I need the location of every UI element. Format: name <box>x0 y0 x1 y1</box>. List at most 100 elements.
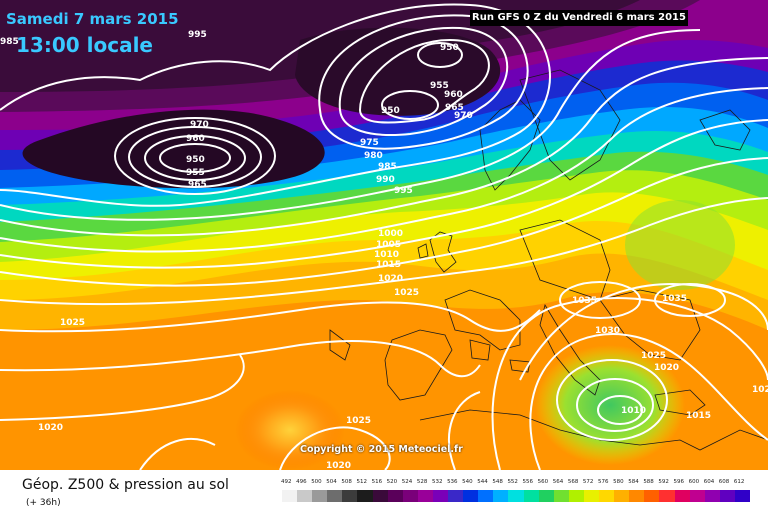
legend-swatch <box>312 490 328 502</box>
legend-label: 520 <box>386 479 398 485</box>
legend-swatch <box>357 490 373 502</box>
isobar-label: 955 <box>186 168 205 178</box>
legend-cell: 500 <box>311 478 328 502</box>
legend-label: 580 <box>613 479 624 485</box>
legend-label: 504 <box>326 479 337 485</box>
legend-label: 516 <box>371 479 383 485</box>
isobar-label: 995 <box>394 186 413 196</box>
forecast-map: 995 985 970 960 950 955 965 950 955 960 … <box>0 0 768 470</box>
isobar-label: 970 <box>190 120 209 130</box>
legend-swatch <box>297 490 313 502</box>
isobar-label: 1035 <box>662 294 687 304</box>
isobar-label: 1025 <box>641 351 666 361</box>
legend-cell: 600 <box>689 478 705 502</box>
legend-swatch <box>523 490 539 502</box>
legend-label: 540 <box>462 479 473 485</box>
legend-cell: 524 <box>401 478 418 502</box>
legend-label: 532 <box>431 479 443 485</box>
legend-label: 548 <box>492 479 503 485</box>
legend-label: 524 <box>401 479 413 485</box>
legend-cell: 584 <box>628 478 645 502</box>
legend-swatch <box>719 490 735 502</box>
legend-cell: 544 <box>477 478 494 502</box>
legend-cell: 608 <box>718 478 735 502</box>
map-canvas: 995 985 970 960 950 955 965 950 955 960 … <box>0 0 768 470</box>
copyright-notice: Copyright © 2015 Meteociel.fr <box>300 444 463 455</box>
legend-swatch <box>583 490 600 502</box>
legend-swatch <box>493 490 509 502</box>
legend-cell: 492 <box>281 478 298 502</box>
coastlines <box>329 69 768 451</box>
legend-swatch <box>327 490 343 502</box>
isobar-label: 1025 <box>346 416 371 426</box>
legend-swatch <box>734 490 750 502</box>
legend-label: 564 <box>552 479 564 485</box>
isobar-label: 1010 <box>374 250 399 260</box>
isobar-label: 960 <box>444 90 463 100</box>
footer-bar: Géop. Z500 & pression au sol (+ 36h) 492… <box>0 470 768 512</box>
isobar-label: 950 <box>186 155 205 165</box>
legend-cell: 536 <box>447 478 464 502</box>
isobar-labels: 995 985 970 960 950 955 965 950 955 960 … <box>0 30 768 470</box>
legend-swatch <box>538 490 554 502</box>
legend-swatch <box>674 490 690 502</box>
legend-swatch <box>478 490 494 502</box>
legend-label: 576 <box>598 479 609 485</box>
isobar-label: 1005 <box>376 240 401 250</box>
legend-cell: 604 <box>703 478 720 502</box>
isobar-label: 955 <box>430 81 449 91</box>
legend-cell: 556 <box>523 478 539 502</box>
isobar-label: 985 <box>378 162 397 172</box>
legend-cell: 528 <box>416 478 433 502</box>
isobar-label: 950 <box>381 106 400 116</box>
isobar-label: 1010 <box>621 406 646 416</box>
legend-swatch <box>342 490 358 502</box>
legend-label: 560 <box>537 479 549 485</box>
legend-label: 604 <box>703 479 715 485</box>
legend-swatch <box>689 490 705 502</box>
isobar-label: 990 <box>376 175 395 185</box>
isobar-label: 1015 <box>686 411 711 421</box>
forecast-date: Samedi 7 mars 2015 <box>6 10 179 28</box>
isobar-label: 1020 <box>752 385 768 395</box>
legend-swatch <box>568 490 584 502</box>
legend-swatch <box>599 490 615 502</box>
legend-label: 500 <box>311 479 322 485</box>
legend-cell: 596 <box>674 478 690 502</box>
legend-cell: 580 <box>613 478 630 502</box>
legend-cell: 592 <box>658 478 675 502</box>
legend-label: 588 <box>643 479 654 485</box>
legend-swatch <box>644 490 660 502</box>
legend-cell: 568 <box>568 478 584 502</box>
legend-label: 536 <box>447 479 458 485</box>
isobar-label: 1020 <box>326 461 351 470</box>
legend-label: 584 <box>628 479 639 485</box>
legend-label: 492 <box>281 479 292 485</box>
legend-swatch <box>614 490 630 502</box>
isobar-label: 1020 <box>38 423 63 433</box>
legend-label: 572 <box>582 479 594 485</box>
isobar-label: 1025 <box>60 318 85 328</box>
isobar-label: 965 <box>188 180 207 190</box>
legend-cell: 540 <box>462 478 479 502</box>
isobar-label: 960 <box>186 134 205 144</box>
legend-swatch <box>448 490 464 502</box>
color-scale-legend: 492 496 500 504 508 512 516 520 524 528 532 536 540 5… <box>281 478 750 502</box>
legend-label: 544 <box>477 479 488 485</box>
legend-swatch <box>508 490 524 502</box>
isobar-label: 1025 <box>394 288 419 298</box>
isobar-label: 1030 <box>595 326 620 336</box>
legend-label: 512 <box>356 479 367 485</box>
legend-cell: 512 <box>356 478 373 502</box>
isobars <box>0 3 768 470</box>
legend-cell: 548 <box>492 478 509 502</box>
legend-label: 608 <box>718 479 730 485</box>
legend-swatch <box>282 490 298 502</box>
field-title: Géop. Z500 & pression au sol <box>22 477 229 493</box>
legend-label: 592 <box>658 479 669 485</box>
legend-cell: 508 <box>341 478 358 502</box>
legend-label: 528 <box>416 479 428 485</box>
legend-swatch <box>387 490 403 502</box>
isobar-label: 950 <box>440 43 459 53</box>
